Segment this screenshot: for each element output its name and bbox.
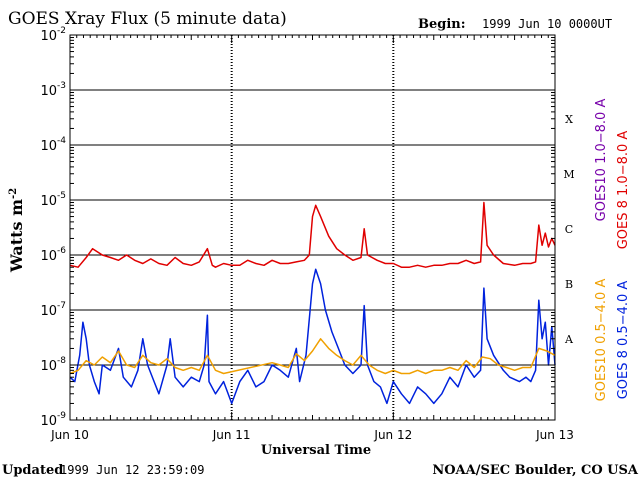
y-tick-label: 10-9 — [40, 411, 66, 429]
y-tick-label: 10-4 — [40, 136, 66, 154]
legend: GOES 8 1.0−8.0 A GOES10 1.0−8.0 A GOES 8 0… — [594, 99, 631, 402]
grid-layer — [70, 35, 555, 420]
begin-label: Begin: — [418, 17, 466, 32]
flare-class-label: X — [565, 113, 573, 126]
legend-entry: GOES10 1.0−8.0 A — [594, 99, 609, 222]
y-axis-label-exp: -2 — [8, 188, 19, 199]
svg-text:Watts m-2: Watts m-2 — [7, 188, 26, 273]
flare-class-labels: X M C B A — [563, 113, 574, 346]
x-tick-labels: Jun 10 Jun 11 Jun 12 Jun 13 — [50, 428, 574, 442]
x-tick-label: Jun 12 — [373, 428, 412, 442]
chart-title: GOES Xray Flux (5 minute data) — [8, 9, 287, 29]
axis-layer — [69, 34, 556, 421]
flare-class-label: A — [564, 333, 574, 346]
y-axis-label: Watts m-2 — [7, 188, 26, 273]
y-tick-label: 10-2 — [40, 26, 66, 44]
footer-credit: NOAA/SEC Boulder, CO USA — [432, 463, 639, 478]
series-line — [69, 201, 556, 268]
y-tick-label: 10-5 — [40, 191, 66, 209]
begin-value: 1999 Jun 10 0000UT — [482, 17, 612, 31]
y-axis-label-main: Watts m — [7, 199, 26, 273]
legend-entry: GOES10 0.5−4.0 A — [594, 279, 609, 402]
updated-label: Updated — [2, 463, 63, 478]
y-tick-label: 10-7 — [40, 301, 66, 319]
x-axis-label: Universal Time — [261, 443, 371, 458]
legend-entry: GOES 8 1.0−8.0 A — [616, 131, 631, 250]
flare-class-label: C — [565, 223, 573, 236]
x-tick-label: Jun 11 — [212, 428, 251, 442]
flare-class-label: B — [565, 278, 573, 291]
updated-value: 1999 Jun 12 23:59:09 — [60, 463, 205, 477]
y-tick-label: 10-6 — [40, 246, 66, 264]
y-tick-label: 10-8 — [40, 356, 66, 374]
y-tick-label: 10-3 — [40, 81, 66, 99]
y-tick-labels: 10-2 10-3 10-4 10-5 10-6 10-7 10-8 10-9 — [40, 26, 66, 429]
series-layer — [69, 201, 556, 405]
legend-entry: GOES 8 0.5−4.0 A — [616, 281, 631, 400]
x-tick-label: Jun 13 — [535, 428, 574, 442]
series-line — [69, 338, 556, 375]
x-tick-label: Jun 10 — [50, 428, 89, 442]
flare-class-label: M — [563, 168, 574, 181]
